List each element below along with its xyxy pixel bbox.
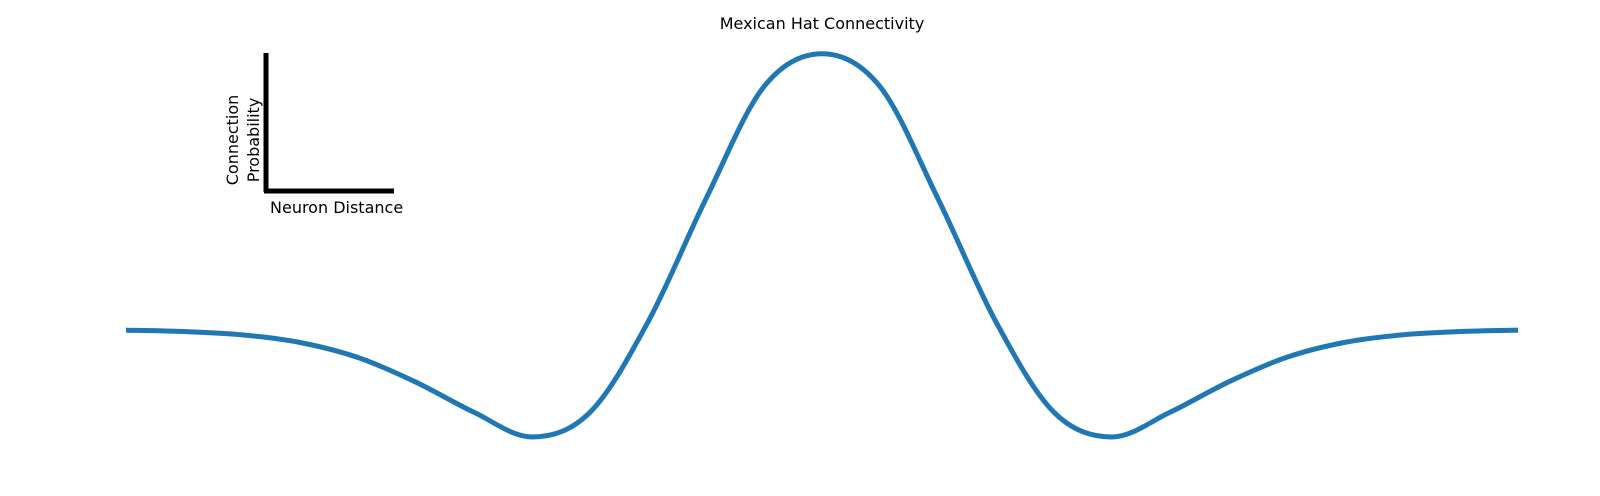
chart-title: Mexican Hat Connectivity [720,14,925,33]
scale-bar-ylabel-line-2: Probability [244,98,263,183]
series-layer [125,51,1519,440]
scale-bar-xlabel: Neuron Distance [270,198,403,217]
mexican-hat-curve-0 [125,51,1519,440]
scale-bar-ylabel-line-1: Connection [223,95,242,186]
scale-bar: Connection Probability Neuron Distance [223,53,403,217]
